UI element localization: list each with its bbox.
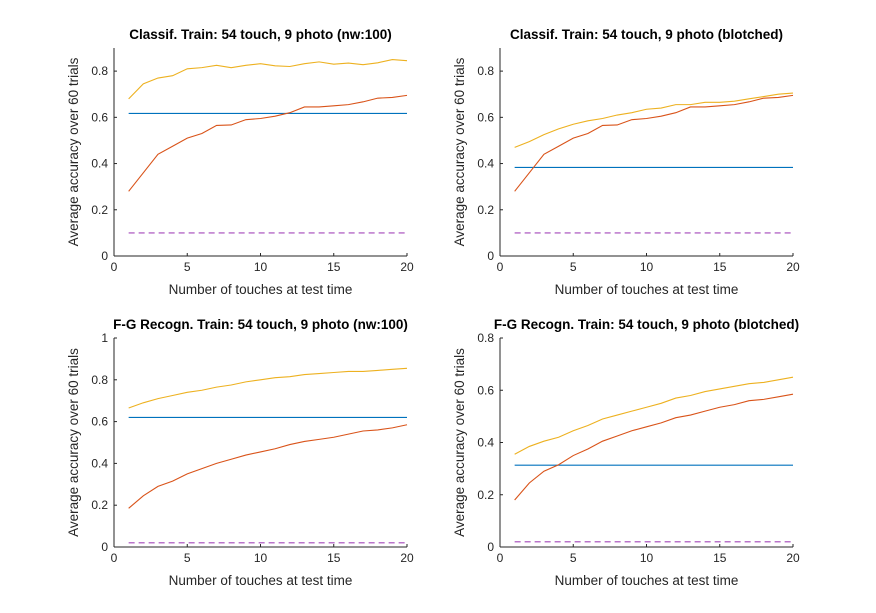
series-line-2 (514, 94, 794, 192)
y-tick-label: 0.8 (91, 64, 108, 78)
x-tick-label: 5 (184, 260, 191, 274)
y-tick-label: 0.2 (477, 203, 494, 217)
y-axis-label: Average accuracy over 60 trials (66, 57, 81, 246)
chart-title: F-G Recogn. Train: 54 touch, 9 photo (bl… (494, 317, 799, 332)
y-tick-label: 0.4 (477, 436, 494, 450)
x-tick-label: 0 (111, 260, 118, 274)
x-tick-label: 10 (254, 551, 268, 565)
subplot-1: 0 5 10 15 20 0 0.2 0.4 0.6 0.8 Classif. Train: 54 … (66, 27, 414, 297)
x-tick-label: 15 (327, 260, 341, 274)
y-tick-label: 0.4 (91, 456, 108, 470)
y-axis-label: Average accuracy over 60 trials (66, 348, 81, 537)
plot-area (500, 48, 793, 256)
y-tick-label: 0 (487, 249, 494, 263)
x-tick-label: 5 (184, 551, 191, 565)
y-tick-label: 1 (101, 331, 108, 345)
series-line-2 (128, 424, 408, 509)
x-tick-label: 10 (640, 260, 654, 274)
x-axis-label: Number of touches at test time (555, 573, 739, 588)
y-tick-label: 0.2 (91, 203, 108, 217)
x-tick-label: 0 (497, 260, 504, 274)
y-tick-label: 0.8 (477, 331, 494, 345)
x-tick-label: 20 (786, 260, 800, 274)
y-tick-label: 0.6 (91, 110, 108, 124)
x-tick-label: 5 (570, 551, 577, 565)
y-axis-label: Average accuracy over 60 trials (452, 348, 467, 537)
x-axis-label: Number of touches at test time (169, 573, 353, 588)
y-tick-label: 0.6 (91, 415, 108, 429)
plot-area (114, 48, 407, 256)
subplot-3: 0 5 10 15 20 0 0.2 0.4 0.6 0.8 1 F-G Recogn. Train:… (66, 317, 414, 588)
x-tick-label: 15 (713, 260, 727, 274)
series-line-2 (514, 393, 794, 501)
x-tick-label: 15 (327, 551, 341, 565)
x-tick-label: 10 (640, 551, 654, 565)
y-axis-label: Average accuracy over 60 trials (452, 57, 467, 246)
plot-area (500, 338, 793, 547)
series-line-3 (514, 92, 794, 148)
y-tick-label: 0 (487, 540, 494, 554)
y-tick-label: 0.2 (477, 488, 494, 502)
series-line-2 (128, 94, 408, 192)
subplot-2: 0 5 10 15 20 0 0.2 0.4 0.6 0.8 Classif. Train: 54 … (452, 27, 800, 297)
y-tick-label: 0 (101, 540, 108, 554)
x-tick-label: 10 (254, 260, 268, 274)
y-tick-label: 0.4 (91, 157, 108, 171)
y-tick-label: 0.6 (477, 383, 494, 397)
series-line-3 (128, 59, 408, 100)
y-tick-label: 0.6 (477, 110, 494, 124)
y-tick-label: 0 (101, 249, 108, 263)
y-tick-label: 0.8 (91, 373, 108, 387)
x-tick-label: 15 (713, 551, 727, 565)
y-tick-label: 0.2 (91, 498, 108, 512)
y-tick-label: 0.4 (477, 157, 494, 171)
x-tick-label: 20 (400, 260, 414, 274)
x-tick-label: 20 (400, 551, 414, 565)
series-line-3 (514, 376, 794, 455)
x-tick-label: 5 (570, 260, 577, 274)
x-axis-label: Number of touches at test time (555, 282, 739, 297)
chart-title: Classif. Train: 54 touch, 9 photo (nw:10… (129, 27, 392, 42)
series-line-3 (128, 367, 408, 409)
x-tick-label: 0 (111, 551, 118, 565)
chart-title: F-G Recogn. Train: 54 touch, 9 photo (nw… (113, 317, 408, 332)
subplot-4: 0 5 10 15 20 0 0.2 0.4 0.6 0.8F-G Recogn. Train: … (452, 317, 800, 588)
y-tick-label: 0.8 (477, 64, 494, 78)
x-tick-label: 20 (786, 551, 800, 565)
chart-title: Classif. Train: 54 touch, 9 photo (blotc… (510, 27, 783, 42)
x-axis-label: Number of touches at test time (169, 282, 353, 297)
x-tick-label: 0 (497, 551, 504, 565)
plot-area (114, 338, 407, 547)
